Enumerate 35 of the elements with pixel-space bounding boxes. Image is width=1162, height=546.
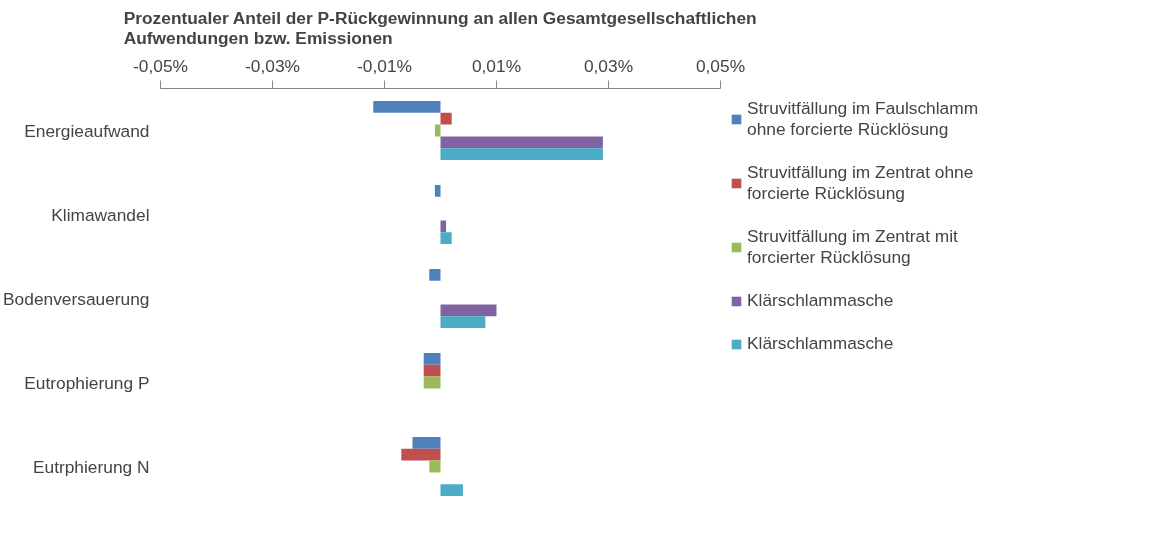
- bar: [440, 304, 497, 317]
- bar: [423, 353, 441, 365]
- bar: [434, 124, 441, 137]
- x-tick-label: 0,03%: [583, 55, 634, 76]
- bar: [440, 316, 486, 328]
- y-tick-label: Bodenversauerung: [3, 288, 150, 309]
- bar: [429, 460, 441, 473]
- legend-label: Struvitfällung im Zentrat mit forcierter Rücklösung: [747, 226, 958, 268]
- bar: [401, 448, 441, 461]
- legend-label: Klärschlammasche: [747, 290, 894, 311]
- y-tick-label: Eutrophierung P: [24, 372, 150, 393]
- x-tick-label: -0,01%: [357, 55, 412, 76]
- x-tick-label: 0,01%: [471, 55, 522, 76]
- bar: [412, 437, 441, 449]
- bar: [440, 136, 603, 149]
- legend-label: Struvitfällung im Faulschlamm ohne forcierte Rücklösung: [747, 98, 979, 140]
- bar: [440, 112, 452, 125]
- bar: [440, 220, 447, 233]
- x-tick-label: -0,03%: [245, 55, 300, 76]
- bar: [440, 148, 603, 160]
- bar: [423, 364, 441, 377]
- chart-title: Prozentualer Anteil der P-Rückgewinnung an allen Gesamtgesellschaftlichen Aufwendungen bzw. Emissionen: [123, 7, 757, 48]
- y-tick-label: Energieaufwand: [24, 120, 150, 141]
- bar: [440, 484, 463, 496]
- x-tick-label: -0,05%: [133, 55, 188, 76]
- bar: [373, 101, 441, 113]
- bar: [423, 376, 441, 389]
- y-tick-label: Klimawandel: [51, 204, 150, 225]
- y-tick-label: Eutrphierung N: [32, 456, 150, 477]
- bar: [434, 185, 441, 197]
- x-tick-label: 0,05%: [695, 55, 746, 76]
- legend-label: Struvitfällung im Zentrat ohne forcierte Rücklösung: [747, 162, 974, 204]
- bar: [429, 269, 441, 281]
- legend-label: Klärschlammasche: [747, 333, 894, 354]
- bar: [440, 232, 452, 244]
